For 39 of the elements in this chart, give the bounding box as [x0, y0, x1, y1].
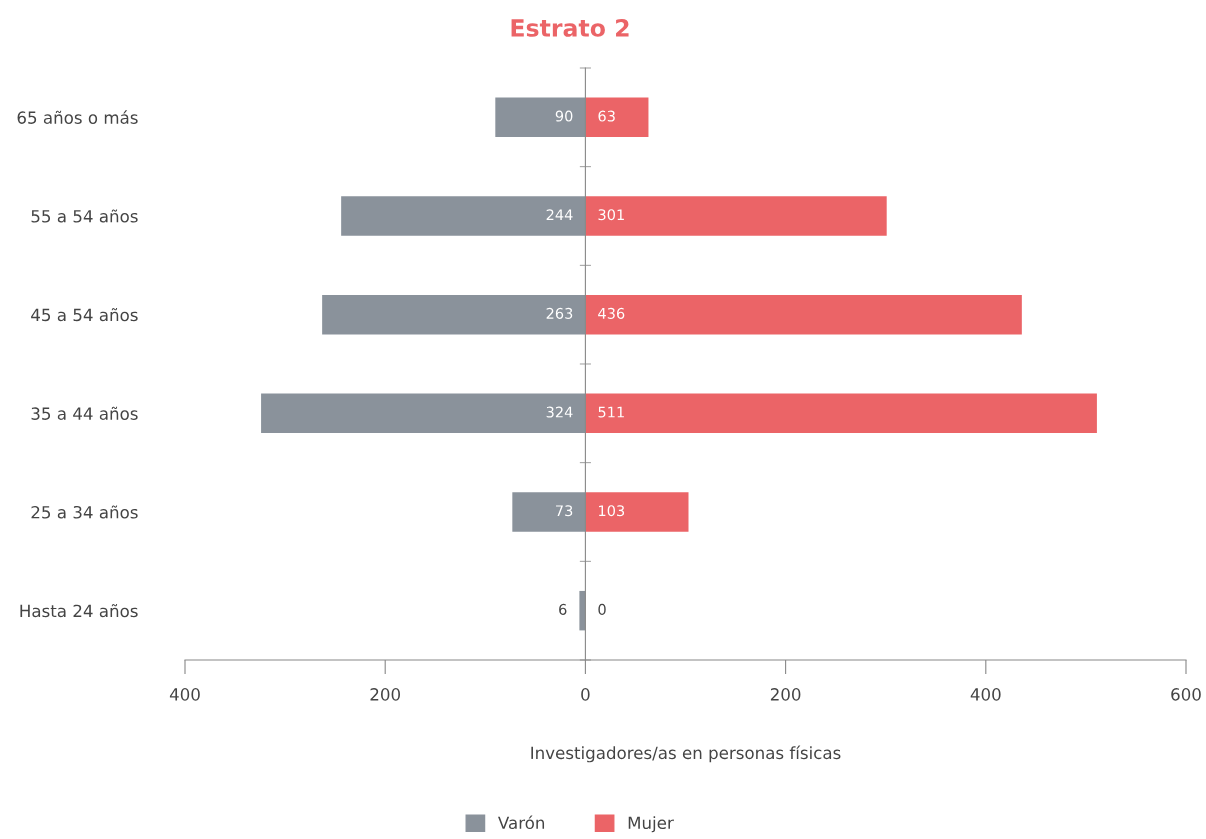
data-label: 324: [546, 406, 573, 418]
y-tick-label: 65 años o más: [17, 110, 138, 124]
data-label: 6: [559, 603, 567, 615]
y-tick-label: 45 a 54 años: [31, 308, 138, 322]
data-label: 0: [598, 603, 606, 615]
data-label: 63: [598, 110, 615, 122]
data-label: 103: [599, 505, 625, 517]
bar: [585, 294, 1022, 335]
x-tick-label: 200: [370, 688, 400, 701]
bar: [585, 97, 649, 138]
bar: [579, 590, 586, 631]
data-label: 263: [546, 307, 573, 319]
bar: [585, 196, 887, 236]
bar: [261, 393, 586, 434]
data-label: 301: [598, 209, 624, 221]
bar: [512, 492, 586, 532]
chart-title: Estrato 2: [511, 18, 629, 37]
data-label: 511: [598, 406, 624, 418]
bar: [322, 294, 586, 335]
y-tick-label: 55 a 54 años: [31, 209, 138, 223]
bar: [585, 393, 1097, 434]
bar: [495, 97, 586, 138]
x-tick-label: 0: [581, 688, 590, 701]
x-tick-label: 600: [1171, 688, 1201, 701]
legend-label: Mujer: [628, 816, 674, 833]
bar: [585, 492, 689, 532]
y-tick-label: 35 a 44 años: [31, 406, 138, 420]
bar: [341, 196, 586, 236]
x-tick-label: 400: [970, 688, 1001, 701]
data-label: 436: [598, 307, 625, 319]
x-axis-title: Investigadores/as en personas físicas: [531, 745, 841, 763]
x-tick-label: 200: [770, 688, 801, 701]
legend-label: Varón: [498, 815, 545, 830]
data-label: 90: [555, 110, 573, 122]
data-label: 244: [546, 209, 573, 221]
y-tick-label: Hasta 24 años: [20, 604, 138, 618]
data-label: 73: [556, 505, 573, 517]
y-tick-label: 25 a 34 años: [31, 505, 138, 519]
x-tick-label: 400: [169, 688, 200, 701]
